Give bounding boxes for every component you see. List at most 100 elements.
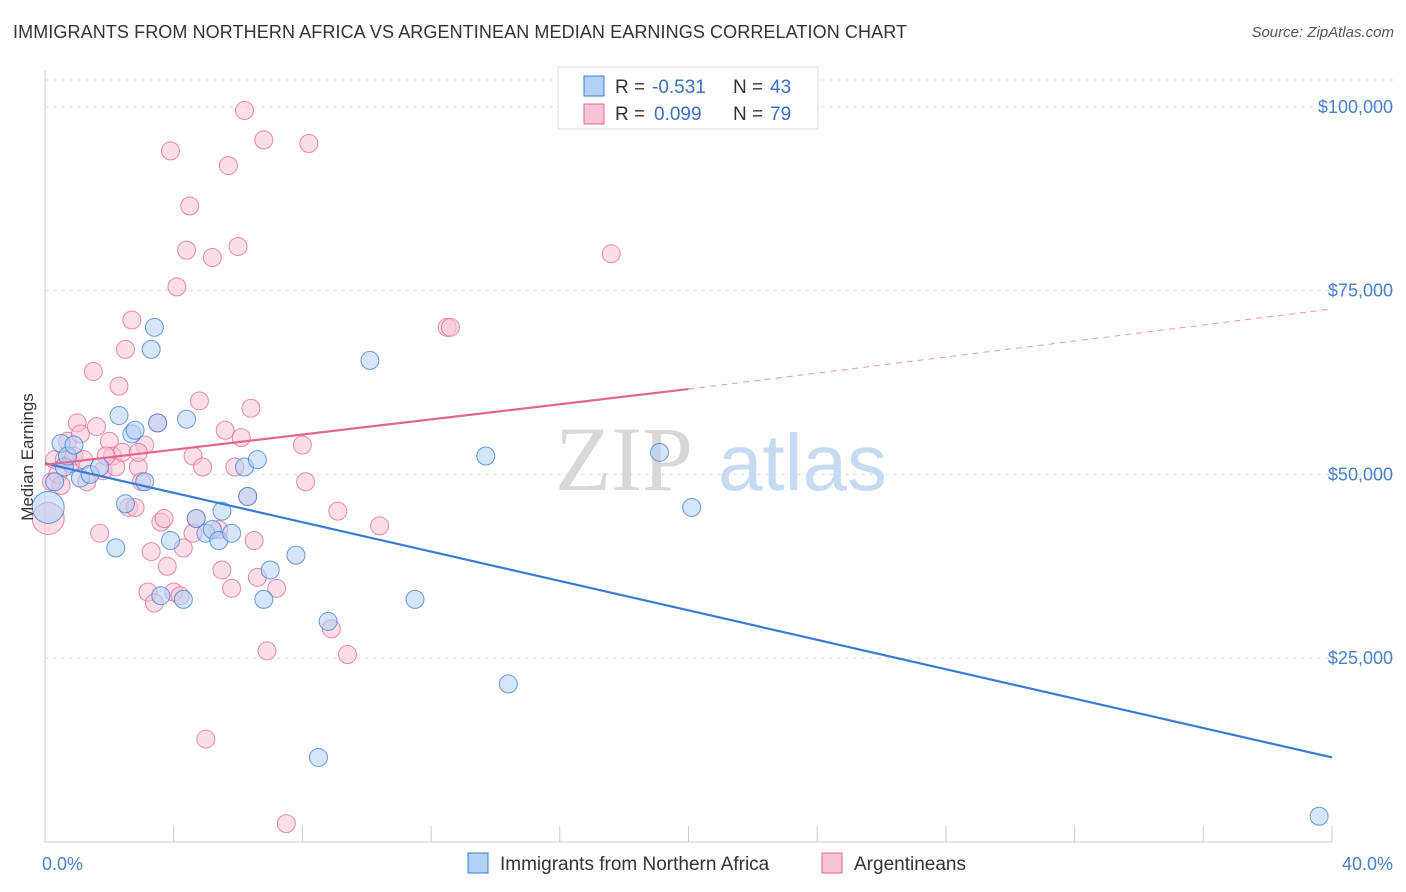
legend-r-label-pink: R = [615,104,645,125]
argentinean-point [254,130,274,150]
argentinean-point [231,428,251,448]
northern-africa-point [682,497,702,517]
x-tick-label: 0.0% [42,854,83,874]
source-label: Source: ZipAtlas.com [1251,24,1394,41]
argentinean-point [83,361,103,381]
argentinean-point [222,578,242,598]
argentinean-point [154,508,174,528]
argentinean-point [299,134,319,154]
correlation-legend: R = -0.531 N = 43 R = 0.099 N = 79 [557,66,819,130]
x-tick-labels: 0.0% 40.0% [42,854,1393,874]
y-tick-label: $75,000 [1328,281,1393,301]
argentinean-point [167,277,187,297]
argentinean-point [337,645,357,665]
argentinean-point [141,542,161,562]
argentinean-point [267,578,287,598]
argentinean-point [257,641,277,661]
y-tick-label: $50,000 [1328,464,1393,484]
legend-r-value-blue: -0.531 [652,77,706,98]
argentinean-point [189,391,209,411]
argentinean-point [296,472,316,492]
argentinean-point [180,196,200,216]
watermark-atlas: atlas [718,418,887,507]
y-tick-labels: $25,000 $50,000 $75,000 $100,000 [1318,97,1393,668]
axes [44,70,1333,843]
legend-n-value-pink: 79 [770,104,791,125]
northern-africa-point [238,486,258,506]
northern-africa-point [318,611,338,631]
argentinean-point [86,417,106,437]
northern-africa-point [405,589,425,609]
y-axis-label: Median Earnings [18,393,37,521]
northern-africa-point [254,589,274,609]
argentinean-point [215,420,235,440]
northern-africa-point [286,545,306,565]
x-tick-label: 40.0% [1342,854,1393,874]
argentinean-point [112,442,132,462]
argentinean-point [440,317,460,337]
series-swatch-pink [821,852,843,874]
argentineans-points [31,100,621,834]
northern-africa-point [260,560,280,580]
argentinean-point [115,339,135,359]
legend-n-label-pink: N = [733,104,763,125]
northern-africa-point [186,508,206,528]
series-label-pink: Argentineans [854,854,966,875]
grid-lines [45,79,1395,659]
northern-africa-point [31,490,65,524]
argentinean-point [601,244,621,264]
northern-africa-point [173,589,193,609]
legend-n-value-blue: 43 [770,77,791,98]
trend-lines [44,308,1333,759]
legend-r-value-pink: 0.099 [654,104,702,125]
northern-africa-point [109,406,129,426]
argentinean-point [90,523,110,543]
legend-swatch-blue [583,75,605,97]
northern-africa-point [45,472,65,492]
series-label-blue: Immigrants from Northern Africa [500,854,770,875]
argentinean-point [241,398,261,418]
northern-africa-point [177,409,197,429]
argentinean-point [157,556,177,576]
northern-africa-point [115,494,135,514]
northern-africa-point [650,442,670,462]
northern-africa-point [247,450,267,470]
northern-africa-point [141,339,161,359]
northern-africa-point [64,435,84,455]
northern-africa-point [148,413,168,433]
northern-africa-point [1309,806,1329,826]
pink-trend-line [44,388,689,466]
argentinean-point [177,240,197,260]
northern-africa-point [144,317,164,337]
northern-africa-point [222,523,242,543]
argentinean-point [218,156,238,176]
northern-africa-point [160,531,180,551]
argentinean-point [109,376,129,396]
blue-trend-line [44,462,1333,759]
argentinean-point [193,457,213,477]
watermark-zip: ZIP [555,408,693,510]
northern-africa-point [125,420,145,440]
northern-africa-point [476,446,496,466]
argentinean-point [212,560,232,580]
pink-trend-extension [688,308,1333,390]
argentinean-point [234,100,254,120]
legend-swatch-pink [583,103,605,125]
watermark: ZIP atlas [555,408,887,510]
argentinean-point [292,435,312,455]
argentinean-point [196,729,216,749]
northern-africa-points [31,317,1329,826]
northern-africa-point [498,674,518,694]
chart-title: IMMIGRANTS FROM NORTHERN AFRICA VS ARGEN… [13,22,908,42]
northern-africa-point [106,538,126,558]
argentinean-point [370,516,390,536]
series-swatch-blue [467,852,489,874]
argentinean-point [202,247,222,267]
argentinean-point [160,141,180,161]
northern-africa-point [360,350,380,370]
argentinean-point [228,236,248,256]
northern-africa-point [308,747,328,767]
series-legend: Immigrants from Northern Africa Argentin… [467,852,966,875]
northern-africa-point [151,586,171,606]
